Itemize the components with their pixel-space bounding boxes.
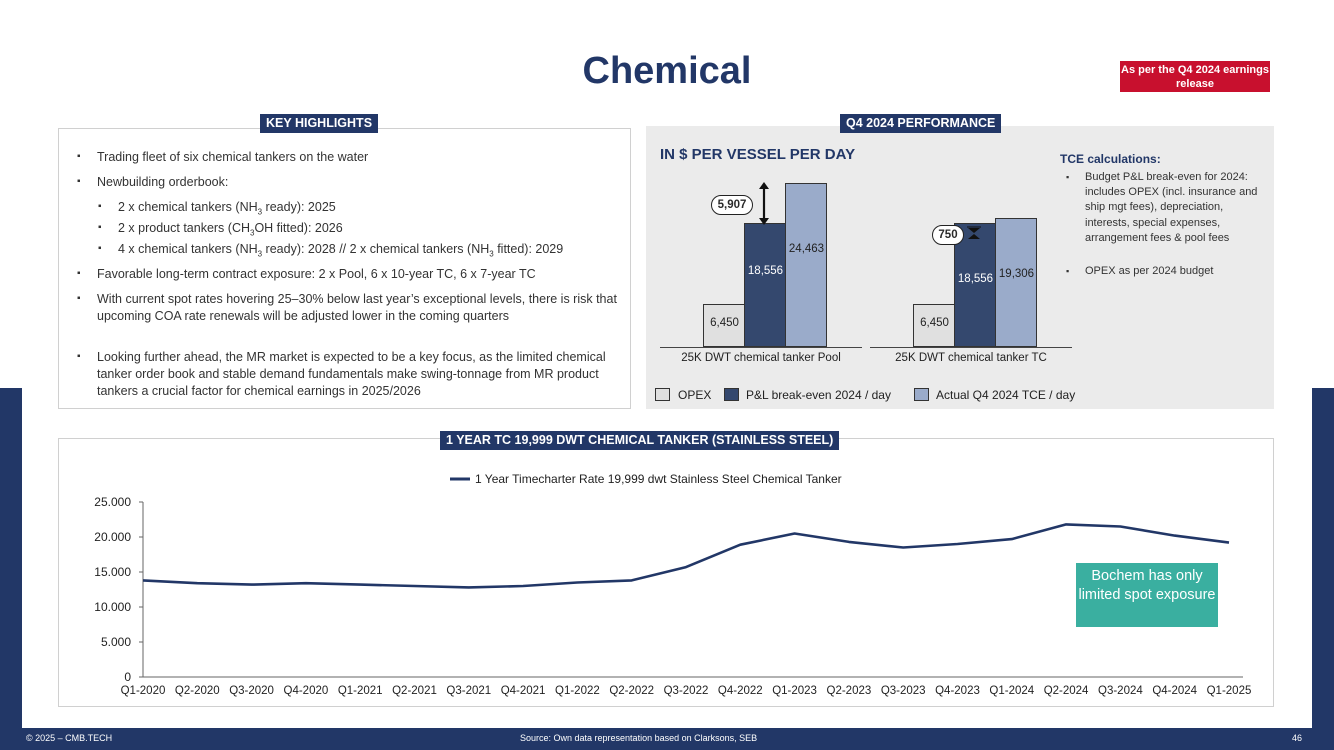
x-tick-label: Q1-2020: [121, 685, 166, 697]
bullet-icon: ▪: [1066, 266, 1070, 276]
bullet-icon: ▪: [1066, 172, 1070, 182]
performance-tag: Q4 2024 PERFORMANCE: [840, 114, 1002, 133]
y-tick-label: 5.000: [101, 635, 131, 649]
bar-value-label: 19,306: [998, 268, 1035, 280]
bullet-icon: ▪: [98, 222, 102, 233]
difference-callout: 750: [932, 225, 964, 245]
bullet-icon: ▪: [77, 351, 81, 362]
footer-source: Source: Own data representation based on…: [520, 733, 758, 743]
tce-item: ▪ OPEX as per 2024 budget: [1066, 264, 1265, 279]
x-tick-label: Q4-2022: [718, 685, 763, 697]
x-tick-label: Q2-2020: [175, 685, 220, 697]
y-tick-label: 0: [124, 670, 131, 684]
highlight-item: ▪ Favorable long-term contract exposure:…: [77, 267, 536, 281]
line-chart: 25.000 20.000 15.000 10.000 5.000 0Q1-2020 Q2-…: [94, 472, 1252, 697]
highlight-item: ▪ With current spot rates hovering 25–30…: [77, 292, 617, 323]
bar-value-label: 18,556: [957, 273, 994, 285]
x-tick-label: Q2-2024: [1044, 685, 1089, 697]
y-tick-label: 25.000: [94, 495, 131, 509]
highlight-sub-item: ▪ 2 x product tankers (CH3OH fitted): 20…: [98, 221, 343, 238]
x-tick-label: Q2-2023: [827, 685, 872, 697]
line-chart-tag: 1 YEAR TC 19,999 DWT CHEMICAL TANKER (ST…: [440, 431, 840, 450]
x-axis-line: [660, 347, 862, 348]
x-tick-label: Q1-2025: [1207, 685, 1252, 697]
x-tick-label: Q3-2020: [229, 685, 274, 697]
x-tick-label: Q3-2021: [446, 685, 491, 697]
x-tick-label: Q1-2023: [772, 685, 817, 697]
x-tick-label: Q3-2024: [1098, 685, 1143, 697]
page-title: Chemical: [582, 50, 752, 92]
timecharter-rate-line: [142, 523, 1230, 589]
bar-value-label: 6,450: [710, 317, 739, 329]
legend-swatch-opex: [655, 388, 670, 401]
performance-chart-title: IN $ PER VESSEL PER DAY: [660, 146, 856, 163]
tce-title: TCE calculations:: [1060, 152, 1161, 166]
bar-opex: [703, 304, 745, 347]
key-highlights-tag: KEY HIGHLIGHTS: [260, 114, 379, 133]
legend-tce: Actual Q4 2024 TCE / day: [936, 388, 1076, 402]
difference-callout: 5,907: [711, 195, 753, 215]
category-label: 25K DWT chemical tanker TC: [895, 352, 1047, 364]
tce-item: ▪ Budget P&L break-even for 2024: includ…: [1066, 171, 1258, 244]
bar-pl-breakeven: [744, 223, 786, 347]
key-highlights-panel: [58, 128, 631, 409]
bullet-icon: ▪: [98, 201, 102, 212]
x-tick-label: Q4-2024: [1152, 685, 1197, 697]
bar-actual-tce: [785, 183, 827, 347]
bar-value-label: 6,450: [920, 317, 949, 329]
y-tick-label: 20.000: [94, 530, 131, 544]
x-tick-label: Q4-2023: [935, 685, 980, 697]
highlight-item: ▪ Newbuilding orderbook:: [77, 175, 229, 189]
highlight-sub-item: ▪ 2 x chemical tankers (NH3 ready): 2025: [98, 200, 336, 217]
x-tick-label: Q1-2024: [989, 685, 1034, 697]
bullet-icon: ▪: [77, 151, 81, 162]
x-tick-label: Q1-2021: [338, 685, 383, 697]
highlight-sub-item: ▪ 4 x chemical tankers (NH3 ready): 2028…: [98, 242, 564, 259]
category-label: 25K DWT chemical tanker Pool: [681, 352, 841, 364]
bullet-icon: ▪: [98, 243, 102, 254]
bar-value-label: 24,463: [788, 243, 825, 255]
x-tick-label: Q4-2021: [501, 685, 546, 697]
x-tick-label: Q1-2022: [555, 685, 600, 697]
spot-exposure-note: Bochem has only limited spot exposure: [1076, 563, 1218, 627]
bar-actual-tce: [995, 218, 1037, 347]
x-axis-line: [870, 347, 1072, 348]
legend-pl: P&L break-even 2024 / day: [746, 388, 891, 402]
difference-arrow: [759, 182, 769, 225]
bullet-icon: ▪: [77, 268, 81, 279]
x-tick-label: Q3-2022: [664, 685, 709, 697]
bullet-icon: ▪: [77, 176, 81, 187]
bullet-icon: ▪: [77, 293, 81, 304]
x-tick-label: Q3-2023: [881, 685, 926, 697]
x-tick-label: Q4-2020: [284, 685, 329, 697]
highlight-item: ▪ Trading fleet of six chemical tankers …: [77, 150, 369, 164]
difference-arrow: [967, 226, 981, 239]
footer-copyright: © 2025 – CMB.TECH: [26, 733, 113, 743]
highlight-item: ▪ Looking further ahead, the MR market i…: [77, 350, 606, 398]
legend-swatch-tce: [914, 388, 929, 401]
earnings-badge: As per the Q4 2024 earnings release: [1120, 61, 1270, 92]
x-tick-label: Q2-2021: [392, 685, 437, 697]
x-tick-label: Q2-2022: [609, 685, 654, 697]
line-legend-label: 1 Year Timecharter Rate 19,999 dwt Stain…: [475, 472, 842, 486]
y-tick-label: 10.000: [94, 600, 131, 614]
legend-swatch-pl: [724, 388, 739, 401]
footer-page-number: 46: [1292, 733, 1303, 743]
bar-value-label: 18,556: [747, 265, 784, 277]
legend-opex: OPEX: [678, 388, 712, 402]
y-tick-label: 15.000: [94, 565, 131, 579]
